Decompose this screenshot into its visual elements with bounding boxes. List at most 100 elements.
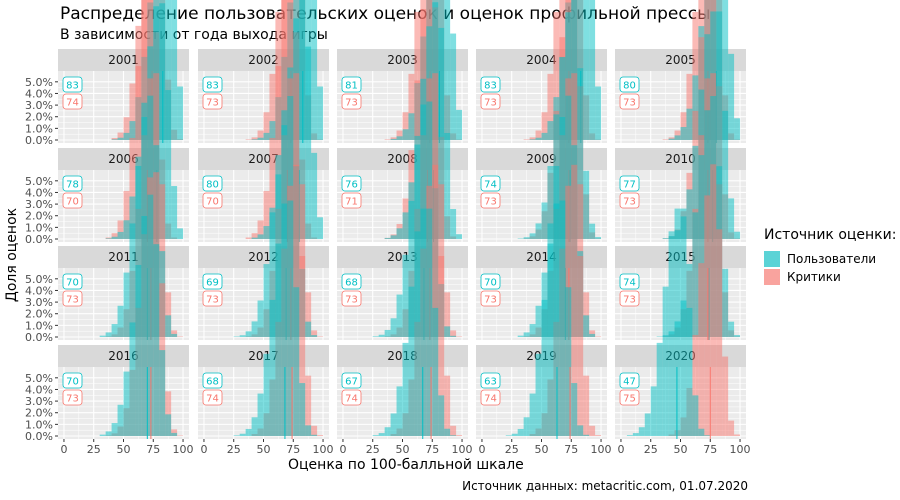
- x-tick-label: 50: [535, 443, 549, 456]
- critic-mean-label-box: [341, 290, 362, 307]
- user-mean-label-box: [341, 273, 362, 290]
- user-histogram-bar: [523, 237, 530, 239]
- user-histogram-bar: [662, 286, 669, 436]
- critic-mean-label-box: [480, 192, 501, 209]
- critic-mean-label-box: [619, 192, 640, 209]
- critic-histogram-bar: [432, 164, 439, 436]
- x-tick-label: 0: [478, 443, 485, 456]
- user-histogram-bar: [650, 386, 657, 436]
- critic-histogram-bar: [444, 375, 451, 436]
- critic-mean-label: 73: [66, 295, 79, 306]
- critic-histogram-bar: [589, 330, 596, 337]
- y-tick-label: 5.0%: [25, 372, 53, 385]
- critic-mean-label: 73: [345, 295, 358, 306]
- user-mean-label-box: [62, 76, 83, 93]
- user-histogram-bar: [450, 435, 457, 436]
- user-histogram-bar: [432, 307, 439, 436]
- critic-histogram-bar: [716, 229, 723, 436]
- user-histogram-bar: [535, 305, 542, 337]
- legend-label-users: Пользователи: [787, 252, 877, 266]
- x-tick-label: 0: [617, 443, 624, 456]
- user-histogram-bar: [111, 324, 118, 337]
- user-histogram-bar: [396, 136, 403, 140]
- user-mean-label: 63: [484, 377, 497, 388]
- critic-mean-label: 70: [206, 197, 219, 208]
- user-histogram-bar: [728, 53, 735, 140]
- user-histogram-bar: [595, 237, 602, 239]
- critic-histogram-bar: [414, 11, 421, 140]
- critic-histogram-bar: [408, 73, 415, 140]
- user-mean-label: 80: [206, 180, 219, 191]
- user-histogram-bar: [547, 121, 554, 140]
- user-histogram-bar: [239, 335, 246, 337]
- user-histogram-bar: [99, 335, 106, 337]
- user-mean-label-box: [480, 273, 501, 290]
- critic-mean-label-box: [619, 93, 640, 110]
- critic-histogram-bar: [734, 434, 741, 436]
- user-histogram-bar: [171, 432, 178, 436]
- user-histogram-bar: [99, 434, 106, 436]
- user-histogram-bar: [450, 33, 457, 140]
- y-tick-label: 3.0%: [25, 395, 53, 408]
- critic-histogram-bar: [305, 292, 312, 337]
- critic-histogram-bar: [251, 137, 258, 140]
- user-histogram-bar: [408, 200, 415, 337]
- user-histogram-bar: [287, 200, 294, 436]
- user-histogram-bar: [656, 342, 663, 436]
- user-histogram-bar: [686, 189, 693, 239]
- user-mean-label-box: [619, 372, 640, 389]
- user-histogram-bar: [396, 294, 403, 337]
- user-histogram-bar: [129, 322, 136, 436]
- critic-mean-label-box: [619, 290, 640, 307]
- user-histogram-bar: [105, 238, 112, 239]
- critic-histogram-bar: [317, 435, 324, 436]
- user-mean-label: 47: [623, 377, 636, 388]
- y-tick-label: 3.0%: [25, 99, 53, 112]
- user-histogram-bar: [692, 395, 699, 436]
- user-histogram-bar: [680, 208, 687, 436]
- y-tick-label: 3.0%: [25, 296, 53, 309]
- legend-title: Источник оценки:: [764, 227, 897, 243]
- critic-mean-label-box: [480, 93, 501, 110]
- critic-histogram-bar: [577, 256, 584, 436]
- user-histogram-bar: [311, 152, 318, 239]
- user-histogram-bar: [583, 170, 590, 239]
- user-histogram-bar: [692, 75, 699, 140]
- user-histogram-bar: [638, 427, 645, 436]
- user-histogram-bar: [372, 336, 379, 337]
- user-histogram-bar: [577, 68, 584, 240]
- y-tick-label: 5.0%: [25, 76, 53, 89]
- x-tick-label: 0: [339, 443, 346, 456]
- user-histogram-bar: [438, 395, 445, 436]
- critic-histogram-bar: [111, 233, 118, 239]
- critic-histogram-bar: [171, 429, 178, 436]
- user-histogram-bar: [734, 118, 741, 140]
- user-mean-label: 70: [66, 278, 79, 289]
- critic-histogram-bar: [263, 112, 270, 140]
- user-histogram-bar: [680, 127, 687, 140]
- user-histogram-bar: [245, 331, 252, 337]
- user-histogram-bar: [305, 425, 312, 436]
- user-histogram-bar: [117, 137, 124, 140]
- user-histogram-bar: [722, 0, 729, 141]
- user-histogram-bar: [734, 335, 741, 337]
- x-tick-label: 50: [674, 443, 688, 456]
- user-histogram-bar: [408, 113, 415, 140]
- user-mean-label: 74: [484, 180, 497, 191]
- user-histogram-bar: [535, 137, 542, 140]
- user-histogram-bar: [698, 155, 705, 337]
- user-histogram-bar: [511, 433, 518, 436]
- user-mean-label: 80: [623, 81, 636, 92]
- critic-histogram-bar: [123, 117, 130, 140]
- x-tick-label: 25: [644, 443, 658, 456]
- user-histogram-bar: [117, 231, 124, 239]
- user-histogram-bar: [535, 353, 542, 436]
- critic-histogram-bar: [553, 11, 560, 140]
- user-histogram-bar: [456, 234, 463, 239]
- critic-mean-label-box: [341, 389, 362, 406]
- y-tick-label: 0.0%: [25, 331, 53, 344]
- critic-mean-label: 73: [345, 98, 358, 109]
- user-histogram-bar: [171, 0, 178, 141]
- critic-histogram-bar: [165, 391, 172, 436]
- user-histogram-bar: [450, 209, 457, 239]
